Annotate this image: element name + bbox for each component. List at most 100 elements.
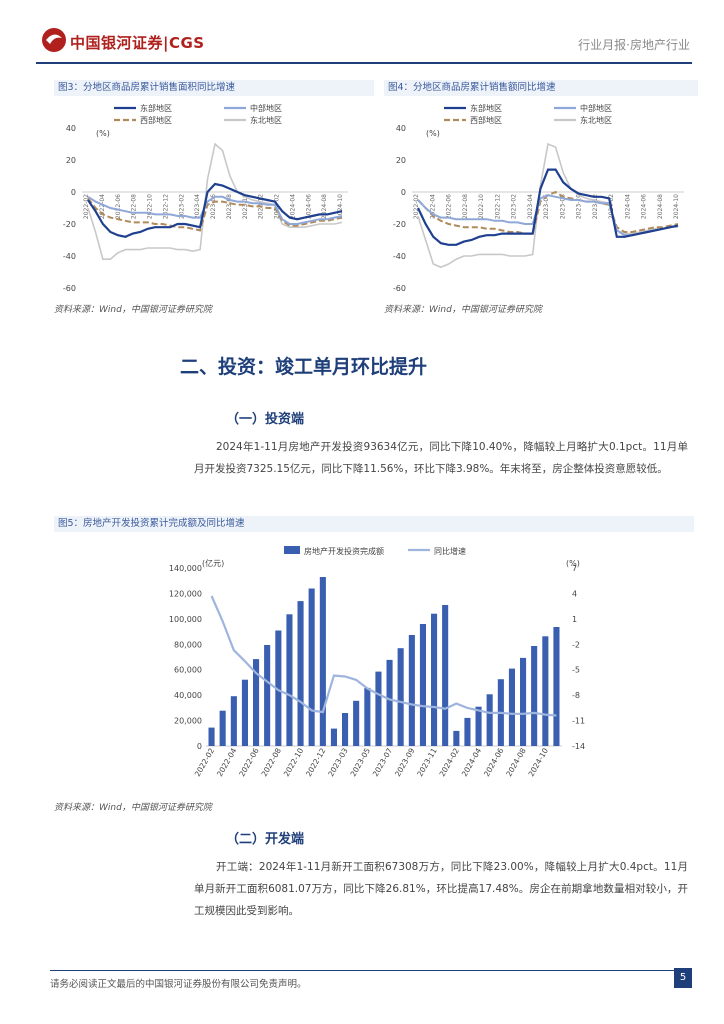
fig4-xtick-label: 2023-12 bbox=[592, 194, 599, 219]
fig4-xtick-label: 2022-04 bbox=[429, 194, 436, 219]
fig5-bar bbox=[442, 605, 449, 746]
fig5-ytick-right: 1 bbox=[572, 615, 577, 624]
fig3-xtick-label: 2023-10 bbox=[242, 194, 249, 219]
fig5-bar bbox=[230, 696, 237, 746]
fig5-bar bbox=[264, 645, 271, 746]
fig3-legend-label: 东部地区 bbox=[140, 103, 172, 113]
fig3-legend-label: 中部地区 bbox=[250, 103, 282, 113]
fig5-bar bbox=[353, 700, 360, 746]
fig5-bar bbox=[219, 710, 226, 746]
fig4-xtick-label: 2022-06 bbox=[446, 194, 453, 219]
fig3-ytick-label: -20 bbox=[63, 220, 76, 229]
disclaimer-text: 请务必阅读正文最后的中国银河证券股份有限公司免责声明。 bbox=[50, 979, 307, 990]
fig5-bar bbox=[542, 636, 549, 746]
fig3-ytick-label: 40 bbox=[66, 124, 76, 133]
fig5-chart: 房地产开发投资完成额 同比增速(亿元) (%)140,000120,000100,0… bbox=[169, 546, 585, 778]
fig4-ytick-label: 20 bbox=[396, 156, 406, 165]
fig5-ytick-left: 140,000 bbox=[169, 564, 202, 573]
subsection-development-heading: （二）开发端 bbox=[226, 832, 305, 847]
fig3-xtick-label: 2022-12 bbox=[162, 194, 169, 219]
fig5-bar bbox=[520, 657, 527, 746]
fig5-legend-line-label: 同比增速 bbox=[434, 546, 466, 556]
fig3-xtick-label: 2022-06 bbox=[115, 194, 122, 219]
fig4-xtick-label: 2023-02 bbox=[511, 194, 518, 219]
fig5-xtick-label: 2023-07 bbox=[371, 746, 395, 778]
fig4-xtick-label: 2022-08 bbox=[462, 194, 469, 219]
fig3-source: 资料来源：Wind，中国银河证券研究院 bbox=[54, 305, 212, 315]
fig5-bar bbox=[508, 668, 515, 746]
section-2-heading: 二、投资：竣工单月环比提升 bbox=[180, 356, 428, 378]
fig5-ytick-right: 7 bbox=[572, 564, 577, 573]
fig3-series-line bbox=[87, 142, 343, 260]
fig3-legend-label: 西部地区 bbox=[140, 115, 172, 125]
fig5-ytick-right: -14 bbox=[572, 742, 585, 751]
fig4-xtick-label: 2023-08 bbox=[559, 194, 566, 219]
fig5-bar bbox=[208, 727, 215, 746]
fig3-legend-label: 东北地区 bbox=[250, 115, 282, 125]
fig4-ytick-label: -60 bbox=[393, 284, 406, 293]
fig3-unit-label: (%) bbox=[96, 129, 110, 138]
fig5-legend-bar-swatch bbox=[284, 546, 300, 554]
fig3-ytick-label: -40 bbox=[63, 252, 76, 261]
fig5-bar bbox=[253, 659, 260, 746]
fig5-xtick-label: 2024-10 bbox=[527, 746, 551, 778]
fig5-ytick-left: 100,000 bbox=[169, 615, 202, 624]
fig3-ytick-label: 0 bbox=[71, 188, 76, 197]
fig3-xtick-label: 2024-10 bbox=[337, 194, 344, 219]
fig5-ytick-right: -11 bbox=[572, 717, 585, 726]
fig4-xtick-label: 2024-06 bbox=[641, 194, 648, 219]
investment-paragraph: 2024年1-11月房地产开发投资93634亿元，同比下降10.40%，降幅较上… bbox=[194, 441, 688, 475]
fig4-series-line bbox=[417, 168, 679, 246]
report-section-tag: 行业月报·房地产行业 bbox=[578, 38, 690, 52]
fig3-series-line bbox=[87, 182, 343, 238]
fig5-ytick-right: -5 bbox=[572, 666, 580, 675]
fig3-xtick-label: 2024-04 bbox=[289, 194, 296, 219]
fig5-ytick-right: -8 bbox=[572, 691, 580, 700]
fig4-xtick-label: 2023-04 bbox=[527, 194, 534, 219]
fig5-title: 图5：房地产开发投资累计完成额及同比增速 bbox=[54, 516, 694, 532]
fig4-legend-label: 东北地区 bbox=[580, 115, 612, 125]
fig5-ytick-left: 20,000 bbox=[174, 717, 202, 726]
fig5-bar bbox=[419, 624, 426, 746]
fig3-series-line bbox=[87, 197, 343, 232]
fig5-xtick-label: 2024-02 bbox=[438, 746, 462, 778]
development-paragraph: 开工端：2024年1-11月新开工面积67308万方，同比下降23.00%，降幅… bbox=[194, 861, 688, 917]
fig5-bar bbox=[386, 659, 393, 746]
footer-divider bbox=[50, 970, 690, 971]
fig3-xtick-label: 2022-02 bbox=[83, 194, 90, 219]
fig3-xtick-label: 2024-02 bbox=[274, 194, 281, 219]
fig3-xtick-label: 2023-08 bbox=[226, 194, 233, 219]
fig5-bar bbox=[464, 717, 471, 746]
fig4-title: 图4：分地区商品房累计销售额同比增速 bbox=[384, 80, 698, 96]
fig4-legend-label: 西部地区 bbox=[470, 115, 502, 125]
fig5-xtick-label: 2022-08 bbox=[260, 746, 284, 778]
fig5-ytick-left: 0 bbox=[197, 742, 202, 751]
fig5-xtick-label: 2024-08 bbox=[504, 746, 528, 778]
fig4-unit-label: (%) bbox=[426, 129, 440, 138]
fig5-bar bbox=[275, 630, 282, 746]
fig5-source: 资料来源：Wind，中国银河证券研究院 bbox=[54, 803, 212, 813]
fig5-xtick-label: 2023-09 bbox=[393, 746, 417, 778]
fig4-legend-label: 东部地区 bbox=[470, 103, 502, 113]
fig5-growth-line bbox=[210, 595, 557, 717]
fig5-xtick-label: 2022-04 bbox=[215, 746, 239, 778]
fig4-ytick-label: -40 bbox=[393, 252, 406, 261]
fig5-bar bbox=[241, 679, 248, 746]
fig4-xtick-label: 2024-04 bbox=[624, 194, 631, 219]
fig5-bar bbox=[330, 728, 337, 746]
fig3-xtick-label: 2024-06 bbox=[305, 194, 312, 219]
fig5-right-unit: (%) bbox=[566, 559, 580, 568]
cgs-logo-icon bbox=[42, 28, 66, 52]
fig5-xtick-label: 2022-06 bbox=[237, 746, 261, 778]
fig5-xtick-label: 2022-10 bbox=[282, 746, 306, 778]
fig5-left-unit: (亿元) bbox=[202, 558, 224, 568]
fig3-xtick-label: 2024-08 bbox=[321, 194, 328, 219]
fig3-xtick-label: 2023-06 bbox=[210, 194, 217, 219]
fig5-bar bbox=[408, 635, 415, 746]
fig5-bar bbox=[319, 577, 326, 746]
fig5-bar bbox=[286, 614, 293, 746]
fig5-ytick-left: 80,000 bbox=[174, 640, 202, 649]
fig5-ytick-right: -2 bbox=[572, 640, 580, 649]
fig5-xtick-label: 2024-06 bbox=[482, 746, 506, 778]
